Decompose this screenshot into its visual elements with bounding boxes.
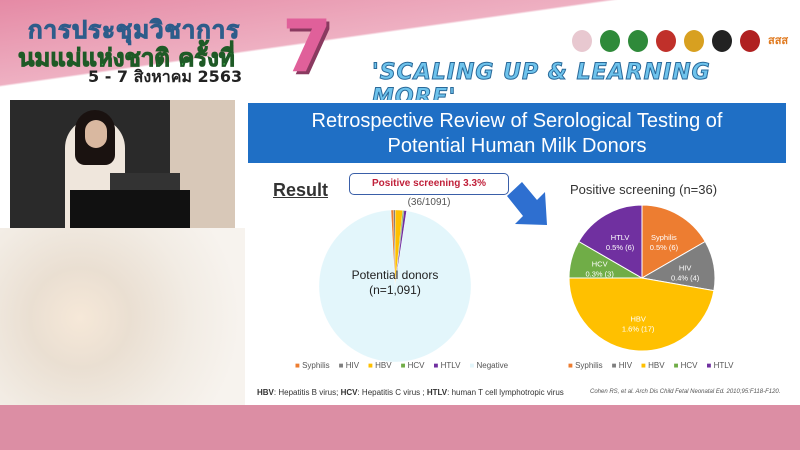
legend-item-hcv: HCV bbox=[401, 361, 425, 370]
center-label-line1: Potential donors bbox=[351, 268, 439, 282]
citation: Cohen RS, et al. Arch Dis Child Fetal Ne… bbox=[590, 389, 781, 395]
slide-title-line1: Retrospective Review of Serological Test… bbox=[311, 110, 723, 132]
logo-1 bbox=[572, 30, 592, 52]
logo-7 bbox=[740, 30, 760, 52]
logo-5 bbox=[684, 30, 704, 52]
legend-item-htlv: HTLV bbox=[434, 361, 461, 370]
positive-screening-callout: Positive screening 3.3% (36/1091) bbox=[349, 173, 509, 208]
logo-4 bbox=[656, 30, 676, 52]
data-label-htlv: 0.5% (6) bbox=[606, 243, 635, 252]
legend-item-syphilis: Syphilis bbox=[568, 361, 603, 370]
logo-6 bbox=[712, 30, 732, 52]
data-label-hiv: 0.4% (4) bbox=[671, 273, 700, 282]
legend-item-hbv: HBV bbox=[641, 361, 664, 370]
legend-item-negative: Negative bbox=[469, 361, 509, 370]
pie-slice-htlv bbox=[578, 204, 643, 279]
background-child-photo bbox=[0, 228, 245, 418]
pie-slice-hbv bbox=[568, 277, 715, 352]
logo-3 bbox=[628, 30, 648, 52]
data-label-htlv: HTLV bbox=[611, 233, 630, 242]
data-label-hbv: HBV bbox=[630, 315, 645, 324]
right-pie-title: Positive screening (n=36) bbox=[570, 182, 718, 197]
abbreviation-footnote: HBV: Hepatitis B virus; HCV: Hepatitis C… bbox=[257, 388, 564, 397]
presentation-slide: Retrospective Review of Serological Test… bbox=[245, 100, 790, 402]
banner-title-line2: นมแม่แห่งชาติ ครั้งที่ bbox=[18, 44, 236, 73]
logo-2 bbox=[600, 30, 620, 52]
data-label-syphilis: 0.5% (6) bbox=[650, 243, 679, 252]
data-label-syphilis: Syphilis bbox=[651, 233, 677, 242]
legend-item-syphilis: Syphilis bbox=[295, 361, 330, 370]
legend-item-hiv: HIV bbox=[612, 361, 632, 370]
callout-bold: Positive screening 3.3% bbox=[372, 178, 486, 189]
pie-slice-syphilis bbox=[641, 204, 706, 279]
left-pie-center-label: Potential donors (n=1,091) bbox=[345, 268, 445, 298]
data-label-hbv: 1.6% (17) bbox=[622, 325, 655, 334]
slide-title-line2: Potential Human Milk Donors bbox=[387, 135, 647, 157]
callout-rest: (36/1091) bbox=[407, 197, 451, 208]
arrow-icon bbox=[507, 182, 547, 225]
data-label-hcv: HCV bbox=[592, 260, 608, 269]
banner-number: 7 bbox=[282, 4, 333, 88]
sponsor-logos: สสส bbox=[572, 30, 788, 52]
slide-title: Retrospective Review of Serological Test… bbox=[248, 103, 786, 163]
speaker-video bbox=[10, 100, 235, 228]
left-pie-legend: Syphilis HIV HBV HCV HTLV Negative bbox=[295, 361, 508, 370]
right-pie-legend: Syphilis HIV HBV HCV HTLV bbox=[568, 361, 733, 370]
center-label-line2: (n=1,091) bbox=[369, 283, 421, 297]
legend-item-hiv: HIV bbox=[339, 361, 359, 370]
banner-dates: 5 - 7 สิงหาคม 2563 bbox=[88, 67, 243, 86]
data-label-hiv: HIV bbox=[679, 263, 692, 272]
result-heading: Result bbox=[273, 180, 329, 200]
legend-item-hbv: HBV bbox=[368, 361, 391, 370]
legend-item-htlv: HTLV bbox=[707, 361, 734, 370]
bottom-band bbox=[0, 405, 800, 450]
legend-item-hcv: HCV bbox=[674, 361, 698, 370]
data-label-hcv: 0.3% (3) bbox=[586, 270, 615, 279]
logo-sss: สสส bbox=[768, 34, 789, 47]
banner-title-line1: การประชุมวิชาการ bbox=[27, 16, 241, 45]
